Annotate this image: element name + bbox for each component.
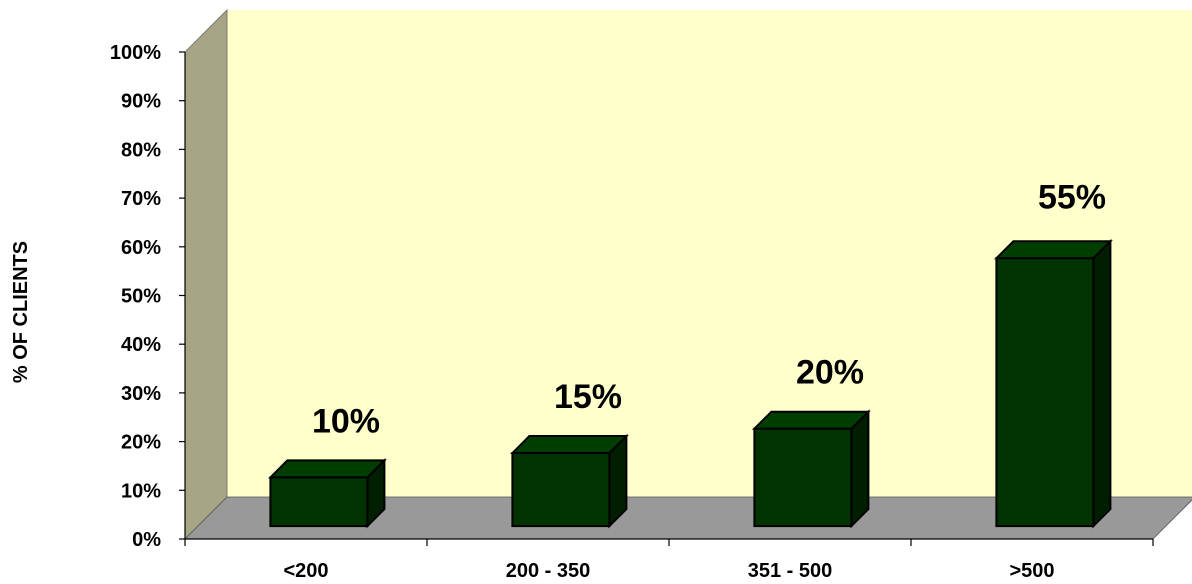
side-wall: [184, 9, 228, 540]
bar: [993, 238, 1113, 529]
bar-top: [267, 459, 387, 479]
x-tick-label: <200: [283, 560, 328, 579]
y-tick-label: 100%: [110, 42, 161, 64]
y-axis: 0% 10% 20% 30% 40% 50% 60% 70% 80% 90% 100%: [110, 42, 186, 551]
bar-side: [1092, 238, 1112, 529]
bar-front: [753, 427, 853, 528]
back-wall: [227, 10, 1192, 497]
x-axis: <200 200 - 350 351 - 500 >500: [184, 538, 1154, 582]
y-tick-label: 0%: [132, 529, 161, 551]
y-tick-label: 10%: [121, 480, 161, 502]
chart-walls: [184, 9, 1192, 540]
data-label: 10%: [312, 402, 380, 440]
bar-side: [850, 409, 870, 529]
y-tick-label: 40%: [121, 334, 161, 356]
bar-front: [511, 452, 611, 528]
bar-top: [993, 240, 1113, 260]
data-label: 55%: [1038, 178, 1106, 216]
bar: [751, 409, 871, 529]
y-axis-title: % OF CLIENTS: [10, 241, 32, 383]
x-tick-label: 200 - 350: [506, 560, 591, 579]
x-tick-label: >500: [1009, 560, 1054, 579]
bar: [509, 433, 629, 529]
bar: [267, 457, 387, 529]
y-tick-label: 90%: [121, 91, 161, 113]
y-tick-label: 70%: [121, 188, 161, 210]
y-tick-label: 20%: [121, 432, 161, 454]
y-tick-label: 80%: [121, 139, 161, 161]
x-tick-label: 351 - 500: [748, 560, 833, 579]
data-label: 20%: [796, 354, 864, 392]
data-label: 15%: [554, 378, 622, 416]
bar-front: [269, 476, 369, 528]
y-tick-label: 30%: [121, 383, 161, 405]
bar-top: [509, 435, 629, 455]
bar-series: [267, 238, 1113, 529]
y-tick-label: 60%: [121, 237, 161, 259]
bar-front: [995, 257, 1095, 528]
y-tick-label: 50%: [121, 286, 161, 308]
data-labels: 10% 15% 20% 55%: [312, 178, 1106, 440]
bar-top: [751, 410, 871, 430]
